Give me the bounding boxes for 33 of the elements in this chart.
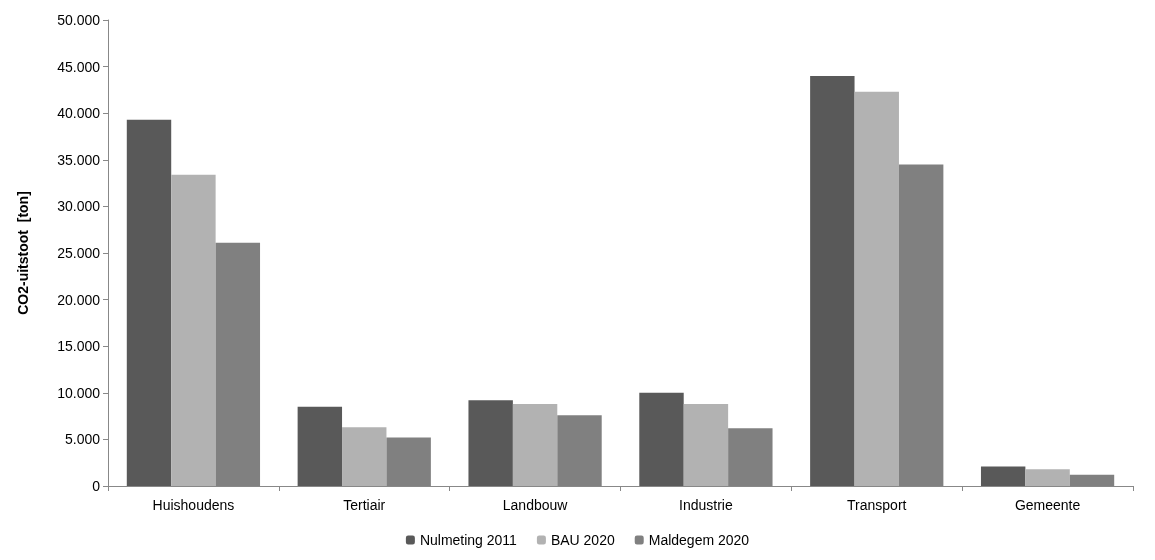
y-tick-label: 40.000: [57, 105, 101, 122]
bar: [171, 174, 216, 486]
y-tick-label: 5.000: [64, 431, 101, 448]
bar: [468, 400, 513, 486]
x-tick-label: Huishoudens: [152, 497, 235, 513]
x-tick-label: Tertiair: [343, 497, 386, 513]
x-tick-label: Industrie: [679, 497, 733, 513]
y-tick-label: 35.000: [57, 151, 101, 168]
y-tick-label: 15.000: [57, 338, 101, 355]
legend-label: Nulmeting 2011: [419, 532, 518, 548]
y-tick-label: 25.000: [57, 245, 101, 261]
bar: [126, 119, 172, 486]
bar: [639, 392, 684, 486]
x-tick-label: Landbouw: [502, 497, 569, 513]
y-tick-label: 45.000: [57, 58, 101, 75]
legend-label: Maldegem 2020: [648, 532, 750, 548]
x-tick-label: Gemeente: [1014, 497, 1081, 513]
legend-label: BAU 2020: [550, 532, 615, 548]
x-tick-label: Transport: [847, 497, 907, 513]
bar: [342, 427, 387, 486]
bar: [810, 75, 855, 486]
y-tick-label: 20.000: [57, 291, 101, 308]
bar: [854, 91, 899, 486]
bar: [297, 406, 343, 486]
y-tick-label: 30.000: [57, 198, 101, 215]
bar: [683, 403, 729, 486]
y-tick-label: 10.000: [57, 384, 101, 401]
bar: [980, 466, 1026, 486]
y-axis-title: CO2-uitstoot [ton]: [15, 191, 31, 315]
bar: [512, 403, 558, 486]
bar: [1025, 469, 1070, 486]
y-tick-label: 0: [92, 478, 101, 494]
y-tick-label: 50.000: [57, 12, 101, 28]
